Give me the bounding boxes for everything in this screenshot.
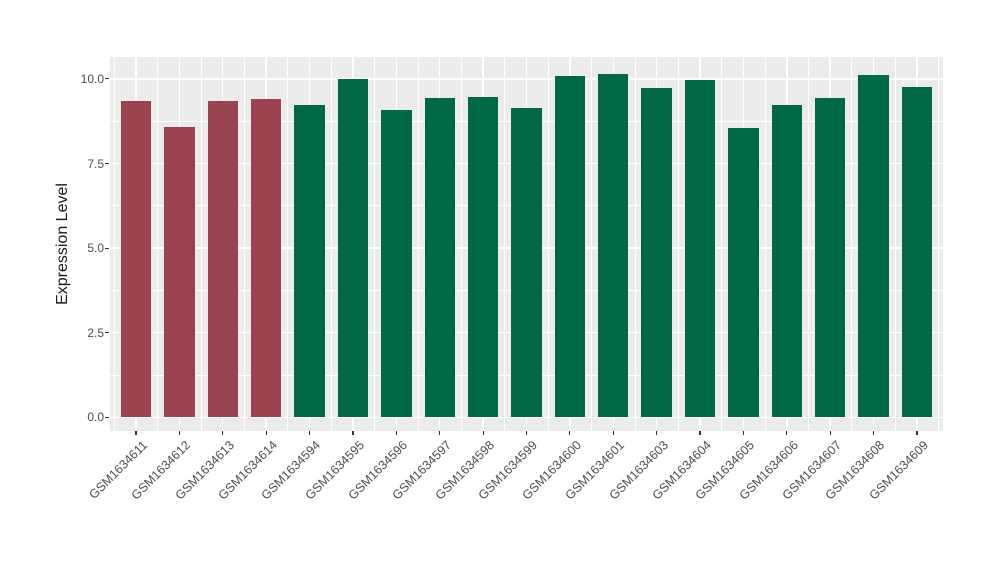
x-minor-gridline [808,57,809,431]
y-tick-mark [105,78,109,80]
x-tick-mark [439,431,441,435]
x-minor-gridline [591,57,592,431]
y-tick-label: 2.5 [87,325,104,340]
bar-GSM1634594 [294,104,325,418]
x-tick-mark [872,431,875,435]
x-minor-gridline [894,57,896,431]
x-tick-mark [525,431,528,435]
bar-GSM1634609 [901,86,933,418]
y-tick-mark [105,162,109,165]
x-minor-gridline [547,57,549,431]
bar-GSM1634611 [120,100,152,418]
x-tick-mark [786,431,788,435]
x-tick-mark [829,431,831,435]
x-minor-gridline [461,57,462,431]
x-minor-gridline [244,57,245,431]
y-tick-mark [105,332,109,334]
y-tick-label: 7.5 [87,156,104,171]
x-tick-mark [916,431,918,435]
plot-panel [110,57,943,431]
x-tick-mark [178,431,180,435]
x-tick-mark [222,431,224,435]
x-tick-mark [699,431,701,435]
bar-GSM1634596 [381,110,412,418]
x-tick-mark [308,431,311,435]
bar-GSM1634604 [684,79,716,418]
y-tick-label: 0.0 [87,410,104,425]
bar-GSM1634614 [250,98,282,418]
x-minor-gridline [374,57,376,431]
x-minor-gridline [504,57,506,431]
bar-GSM1634605 [728,128,759,418]
y-tick-mark [105,416,109,418]
x-minor-gridline [764,57,766,431]
bar-GSM1634598 [467,96,499,418]
bar-GSM1634606 [771,104,802,418]
bar-GSM1634612 [164,126,195,418]
x-minor-gridline [200,57,202,431]
x-tick-mark [395,431,397,435]
x-tick-mark [569,431,571,435]
x-tick-mark [352,431,354,435]
bar-GSM1634613 [207,100,238,418]
x-tick-mark [742,431,744,435]
bar-GSM1634607 [814,98,846,418]
x-minor-gridline [634,57,636,431]
x-minor-gridline [330,57,332,431]
y-tick-label: 5.0 [87,241,104,256]
x-minor-gridline [677,57,679,431]
x-minor-gridline [157,57,159,431]
x-minor-gridline [721,57,723,431]
x-tick-mark [482,431,484,435]
x-tick-mark [656,431,658,435]
bar-GSM1634599 [511,108,542,418]
x-tick-mark [612,431,614,435]
bar-GSM1634595 [337,78,369,418]
bar-GSM1634603 [641,88,672,418]
x-minor-gridline [287,57,289,431]
bar-GSM1634601 [598,73,629,418]
x-minor-gridline [113,57,115,431]
x-minor-gridline [938,57,940,431]
bar-GSM1634600 [554,75,586,418]
x-minor-gridline [851,57,853,431]
bar-GSM1634608 [858,74,889,418]
y-tick-mark [105,247,109,249]
y-tick-label: 10.0 [80,71,104,86]
x-tick-mark [265,431,267,435]
x-tick-mark [135,431,137,435]
x-minor-gridline [417,57,419,431]
bar-GSM1634597 [424,98,455,418]
